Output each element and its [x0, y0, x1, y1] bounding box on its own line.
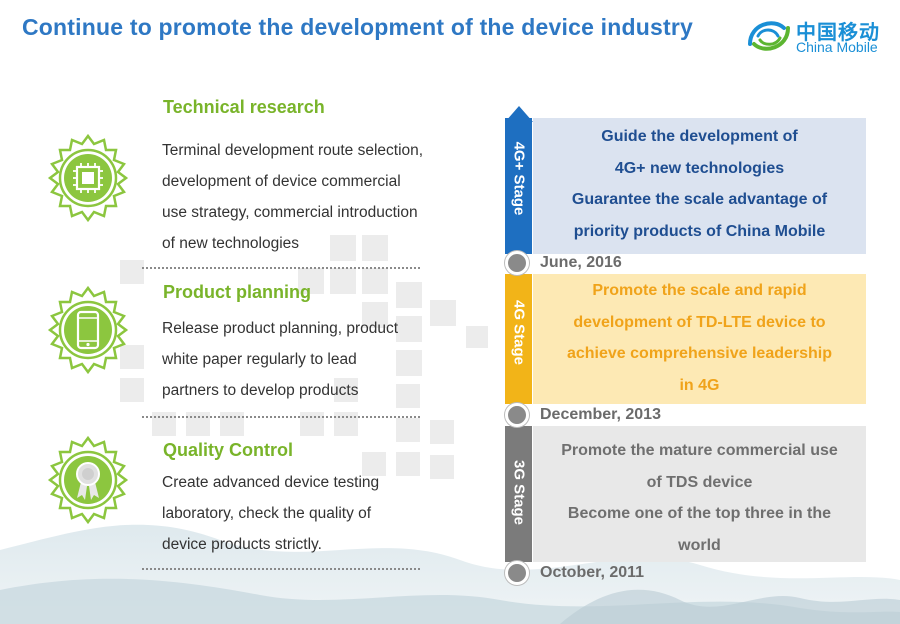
- award-ribbon-icon: [47, 435, 129, 525]
- section-heading-technical-research: Technical research: [163, 97, 325, 117]
- timeline-node: [505, 561, 529, 585]
- stage-box-line: Promote the scale and rapid: [592, 282, 807, 299]
- section-body-quality-control: Create advanced device testing laborator…: [162, 467, 462, 560]
- section-divider: [142, 416, 420, 418]
- timeline-node: [505, 251, 529, 275]
- section-divider: [142, 267, 420, 269]
- section-heading-product-planning: Product planning: [163, 282, 311, 302]
- body-line: white paper regularly to lead: [162, 351, 357, 368]
- date-label-2011: October, 2011: [540, 564, 645, 581]
- section-heading-quality-control: Quality Control: [163, 440, 293, 460]
- body-line: Terminal development route selection,: [162, 142, 424, 159]
- stage-box-line: Guarantee the scale advantage of: [571, 191, 828, 208]
- logo-text-cn: 中国移动: [796, 22, 880, 44]
- chip-icon: [47, 133, 129, 223]
- stage-box-line: of TDS device: [646, 473, 753, 491]
- body-line: laboratory, check the quality of: [162, 505, 372, 522]
- body-line: partners to develop products: [162, 382, 359, 399]
- section-body-product-planning: Release product planning, product white …: [162, 313, 462, 406]
- stage-label-4g-plus: 4G+ Stage: [510, 141, 528, 216]
- stage-box-line: in 4G: [679, 376, 720, 394]
- stage-bar-4g: [505, 274, 532, 404]
- section-body-technical-research: Terminal development route selection, de…: [162, 135, 462, 259]
- body-line: Create advanced device testing: [162, 474, 380, 491]
- stage-box-line: Promote the mature commercial use: [561, 442, 838, 459]
- stage-box-line: 4G+ new technologies: [614, 159, 785, 177]
- stage-box-line: Become one of the top three in the: [567, 505, 832, 522]
- section-divider: [142, 568, 420, 570]
- body-line: development of device commercial: [162, 173, 401, 190]
- smartphone-icon: [47, 285, 129, 375]
- body-line: use strategy, commercial introduction: [162, 204, 418, 221]
- china-mobile-logo-icon: [748, 21, 790, 51]
- stage-box-line: development of TD-LTE device to: [573, 313, 826, 331]
- mountain-background: [0, 524, 900, 624]
- stage-box-line: world: [678, 536, 721, 554]
- stage-box-4g: Promote the scale and rapid development …: [533, 274, 866, 404]
- timeline-node: [505, 403, 529, 427]
- date-label-2016: June, 2016: [540, 254, 622, 271]
- stage-box-4g-plus: Guide the development of 4G+ new technol…: [533, 118, 866, 254]
- body-line: Release product planning, product: [162, 320, 399, 337]
- body-line: device products strictly.: [162, 536, 322, 553]
- stage-bar-4g-plus: [505, 118, 532, 254]
- china-mobile-logo: 中国移动 China Mobile: [744, 14, 884, 58]
- stage-label-3g: 3G Stage: [510, 459, 528, 526]
- stage-box-line: priority products of China Mobile: [573, 222, 826, 240]
- stage-bar-3g: [505, 426, 532, 562]
- stage-label-4g: 4G Stage: [510, 299, 528, 366]
- body-line: of new technologies: [162, 235, 300, 252]
- logo-text-en: China Mobile: [796, 39, 878, 55]
- stage-box-3g: Promote the mature commercial use of TDS…: [533, 426, 866, 562]
- stage-box-line: Guide the development of: [601, 128, 798, 145]
- page-title: Continue to promote the development of t…: [22, 14, 693, 40]
- stage-box-line: achieve comprehensive leadership: [566, 345, 832, 362]
- date-label-2013: December, 2013: [540, 406, 661, 423]
